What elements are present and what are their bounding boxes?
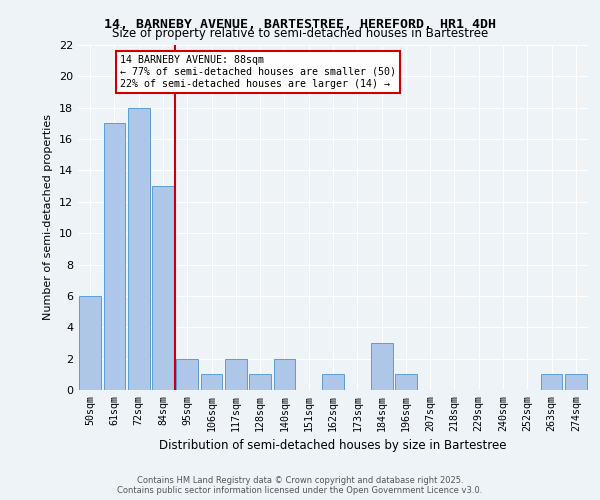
X-axis label: Distribution of semi-detached houses by size in Bartestree: Distribution of semi-detached houses by … — [159, 439, 507, 452]
Bar — [128, 108, 149, 390]
Bar — [541, 374, 562, 390]
Bar — [152, 186, 174, 390]
Bar — [395, 374, 417, 390]
Text: 14, BARNEBY AVENUE, BARTESTREE, HEREFORD, HR1 4DH: 14, BARNEBY AVENUE, BARTESTREE, HEREFORD… — [104, 18, 496, 30]
Bar — [79, 296, 101, 390]
Text: Contains HM Land Registry data © Crown copyright and database right 2025.
Contai: Contains HM Land Registry data © Crown c… — [118, 476, 482, 495]
Bar — [104, 124, 125, 390]
Bar — [565, 374, 587, 390]
Text: Size of property relative to semi-detached houses in Bartestree: Size of property relative to semi-detach… — [112, 28, 488, 40]
Bar — [322, 374, 344, 390]
Bar — [249, 374, 271, 390]
Bar — [371, 343, 392, 390]
Bar — [176, 358, 198, 390]
Text: 14 BARNEBY AVENUE: 88sqm
← 77% of semi-detached houses are smaller (50)
22% of s: 14 BARNEBY AVENUE: 88sqm ← 77% of semi-d… — [119, 56, 395, 88]
Bar — [274, 358, 295, 390]
Y-axis label: Number of semi-detached properties: Number of semi-detached properties — [43, 114, 53, 320]
Bar — [225, 358, 247, 390]
Bar — [200, 374, 223, 390]
